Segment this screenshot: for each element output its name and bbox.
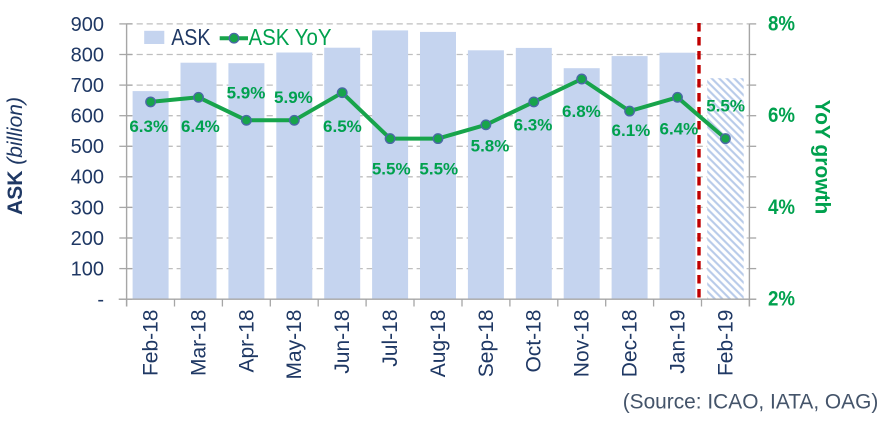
- svg-text:5.5%: 5.5%: [419, 160, 458, 179]
- svg-text:900: 900: [71, 14, 104, 36]
- svg-text:ASK: ASK: [171, 24, 211, 50]
- svg-text:Aug-18: Aug-18: [427, 310, 450, 378]
- svg-text:6.3%: 6.3%: [514, 115, 553, 134]
- svg-text:Feb-19: Feb-19: [714, 310, 737, 377]
- svg-text:6.3%: 6.3%: [129, 117, 168, 136]
- svg-text:(Source: ICAO, IATA, OAG): (Source: ICAO, IATA, OAG): [623, 391, 879, 414]
- svg-text:6.1%: 6.1%: [612, 121, 651, 140]
- svg-text:Sep-18: Sep-18: [475, 310, 498, 378]
- svg-text:5.8%: 5.8%: [471, 137, 510, 156]
- svg-text:6%: 6%: [768, 104, 795, 127]
- svg-text:Apr-18: Apr-18: [235, 310, 258, 373]
- svg-text:100: 100: [71, 259, 104, 281]
- svg-text:800: 800: [71, 44, 104, 66]
- svg-text:5.5%: 5.5%: [706, 96, 745, 115]
- svg-text:6.5%: 6.5%: [323, 117, 362, 136]
- svg-text:Jun-18: Jun-18: [331, 310, 354, 374]
- svg-text:2%: 2%: [768, 288, 795, 311]
- svg-text:Oct-18: Oct-18: [523, 310, 546, 373]
- svg-text:6.4%: 6.4%: [181, 117, 220, 136]
- svg-text:600: 600: [71, 106, 104, 128]
- svg-text:700: 700: [71, 75, 104, 97]
- svg-text:8%: 8%: [768, 12, 795, 35]
- svg-text:Feb-18: Feb-18: [140, 310, 163, 377]
- svg-text:300: 300: [71, 197, 104, 219]
- svg-text:500: 500: [71, 136, 104, 158]
- svg-text:ASK YoY: ASK YoY: [249, 24, 332, 50]
- svg-text:Dec-18: Dec-18: [619, 310, 642, 378]
- svg-text:4%: 4%: [768, 196, 795, 219]
- svg-text:Jul-18: Jul-18: [379, 310, 402, 367]
- svg-text:May-18: May-18: [283, 310, 306, 380]
- svg-text:ASK (billion): ASK (billion): [4, 97, 27, 215]
- svg-text:Nov-18: Nov-18: [571, 310, 594, 378]
- svg-text:6.4%: 6.4%: [660, 119, 699, 138]
- svg-text:5.5%: 5.5%: [372, 160, 411, 179]
- svg-text:6.8%: 6.8%: [562, 102, 601, 121]
- svg-text:5.9%: 5.9%: [227, 84, 266, 103]
- svg-text:5.9%: 5.9%: [274, 88, 313, 107]
- svg-text:200: 200: [71, 228, 104, 250]
- svg-text:400: 400: [71, 167, 104, 189]
- svg-text:Jan-19: Jan-19: [666, 310, 689, 374]
- svg-text:-: -: [97, 289, 104, 311]
- svg-text:Mar-18: Mar-18: [187, 310, 210, 377]
- svg-text:YoY growth: YoY growth: [811, 100, 834, 215]
